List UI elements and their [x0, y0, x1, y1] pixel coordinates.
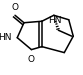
Text: HN: HN: [0, 33, 12, 42]
Text: O: O: [28, 55, 35, 64]
Text: O: O: [12, 3, 19, 12]
Text: HN: HN: [49, 16, 62, 25]
